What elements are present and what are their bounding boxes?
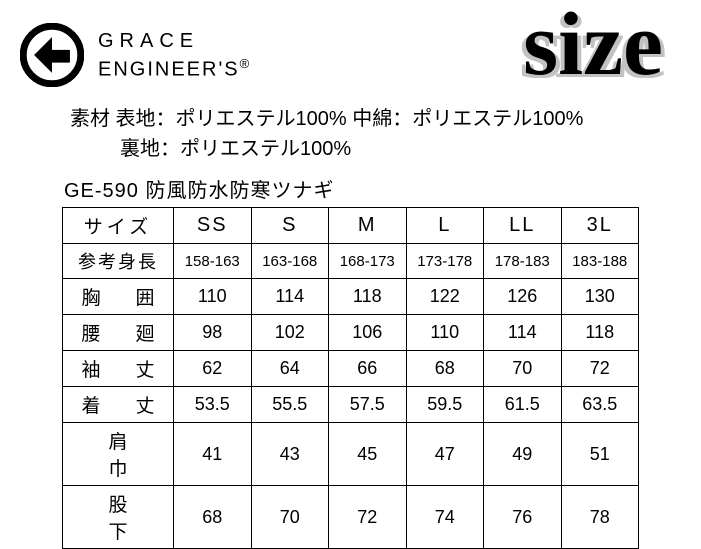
cell: 183-188 — [561, 244, 639, 279]
material-info: 素材 表地：ポリエステル100% 中綿：ポリエステル100% 裏地：ポリエステル… — [0, 100, 701, 164]
cell: 47 — [406, 423, 484, 486]
table-row: 肩 巾414345474951 — [63, 423, 639, 486]
size-header-SS: SS — [174, 208, 252, 244]
table-head: サイズSSSMLLL3L — [63, 208, 639, 244]
cell: 68 — [406, 351, 484, 387]
cell: 114 — [251, 279, 329, 315]
row-label: 股 下 — [63, 486, 174, 549]
cell: 118 — [329, 279, 407, 315]
cell: 102 — [251, 315, 329, 351]
cell: 49 — [484, 423, 562, 486]
size-heading: size — [523, 0, 663, 90]
brand-line2: ENGINEER'S® — [98, 55, 249, 84]
brand-logo-icon — [20, 23, 84, 87]
cell: 43 — [251, 423, 329, 486]
cell: 59.5 — [406, 387, 484, 423]
cell: 78 — [561, 486, 639, 549]
size-header-3L: 3L — [561, 208, 639, 244]
row-label: 着 丈 — [63, 387, 174, 423]
cell: 118 — [561, 315, 639, 351]
cell: 114 — [484, 315, 562, 351]
table-row: 股 下687072747678 — [63, 486, 639, 549]
cell: 72 — [329, 486, 407, 549]
size-header-L: L — [406, 208, 484, 244]
cell: 130 — [561, 279, 639, 315]
cell: 163-168 — [251, 244, 329, 279]
cell: 158-163 — [174, 244, 252, 279]
row-label: 胸 囲 — [63, 279, 174, 315]
cell: 51 — [561, 423, 639, 486]
cell: 68 — [174, 486, 252, 549]
table-row: 袖 丈626466687072 — [63, 351, 639, 387]
cell: 45 — [329, 423, 407, 486]
size-header-LL: LL — [484, 208, 562, 244]
row-label: 参考身長 — [63, 244, 174, 279]
table-header-row: サイズSSSMLLL3L — [63, 208, 639, 244]
cell: 168-173 — [329, 244, 407, 279]
cell: 72 — [561, 351, 639, 387]
material-line2: 裏地：ポリエステル100% — [70, 134, 701, 164]
cell: 110 — [174, 279, 252, 315]
row-label: 肩 巾 — [63, 423, 174, 486]
size-header-S: S — [251, 208, 329, 244]
material-line1: 素材 表地：ポリエステル100% 中綿：ポリエステル100% — [70, 104, 701, 134]
cell: 106 — [329, 315, 407, 351]
cell: 63.5 — [561, 387, 639, 423]
product-code-name: GE-590 防風防水防寒ツナギ — [0, 164, 701, 207]
table-body: 参考身長158-163163-168168-173173-178178-1831… — [63, 244, 639, 549]
cell: 57.5 — [329, 387, 407, 423]
cell: 66 — [329, 351, 407, 387]
cell: 41 — [174, 423, 252, 486]
table-row: 胸 囲110114118122126130 — [63, 279, 639, 315]
cell: 55.5 — [251, 387, 329, 423]
cell: 126 — [484, 279, 562, 315]
brand-line1: GRACE — [98, 27, 249, 55]
cell: 98 — [174, 315, 252, 351]
cell: 76 — [484, 486, 562, 549]
size-header-label: サイズ — [63, 208, 174, 244]
size-header-M: M — [329, 208, 407, 244]
size-table: サイズSSSMLLL3L 参考身長158-163163-168168-17317… — [62, 207, 639, 549]
cell: 178-183 — [484, 244, 562, 279]
table-row: 腰 廻98102106110114118 — [63, 315, 639, 351]
cell: 61.5 — [484, 387, 562, 423]
cell: 70 — [484, 351, 562, 387]
cell: 110 — [406, 315, 484, 351]
header: GRACE ENGINEER'S® size — [0, 0, 701, 100]
cell: 53.5 — [174, 387, 252, 423]
size-table-wrap: サイズSSSMLLL3L 参考身長158-163163-168168-17317… — [0, 207, 701, 549]
cell: 70 — [251, 486, 329, 549]
row-label: 袖 丈 — [63, 351, 174, 387]
cell: 64 — [251, 351, 329, 387]
cell: 74 — [406, 486, 484, 549]
cell: 173-178 — [406, 244, 484, 279]
table-row: 着 丈53.555.557.559.561.563.5 — [63, 387, 639, 423]
registered-mark: ® — [240, 56, 250, 71]
cell: 122 — [406, 279, 484, 315]
table-row: 参考身長158-163163-168168-173173-178178-1831… — [63, 244, 639, 279]
brand-block: GRACE ENGINEER'S® — [20, 23, 249, 87]
row-label: 腰 廻 — [63, 315, 174, 351]
brand-text: GRACE ENGINEER'S® — [98, 27, 249, 84]
cell: 62 — [174, 351, 252, 387]
